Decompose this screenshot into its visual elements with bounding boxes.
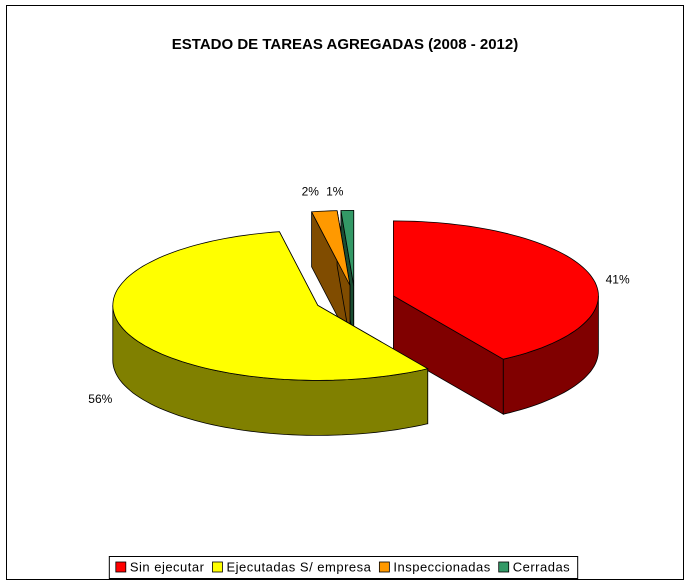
legend: Sin ejecutar Ejecutadas S/ empresa Inspecc… bbox=[108, 556, 579, 579]
legend-swatch bbox=[212, 561, 223, 573]
slice bbox=[112, 231, 429, 381]
legend-label: Sin ejecutar bbox=[130, 559, 205, 574]
legend-label: Cerradas bbox=[513, 559, 570, 574]
data-label: 41% bbox=[606, 272, 630, 286]
slice bbox=[310, 210, 351, 286]
data-label: 2% bbox=[302, 185, 320, 199]
data-label: 56% bbox=[88, 392, 112, 406]
legend-swatch bbox=[115, 561, 127, 573]
slice bbox=[340, 210, 355, 286]
pie bbox=[112, 210, 599, 436]
legend-swatch bbox=[378, 561, 390, 573]
slice bbox=[393, 220, 599, 360]
data-label: 1% bbox=[326, 185, 344, 199]
chart-title: ESTADO DE TAREAS AGREGADAS (2008 - 2012) bbox=[172, 36, 518, 53]
legend-label: Ejecutadas S/ empresa bbox=[226, 559, 371, 574]
legend-swatch bbox=[498, 561, 510, 573]
legend-label: Inspeccionadas bbox=[393, 559, 490, 574]
legend-box bbox=[108, 556, 579, 579]
